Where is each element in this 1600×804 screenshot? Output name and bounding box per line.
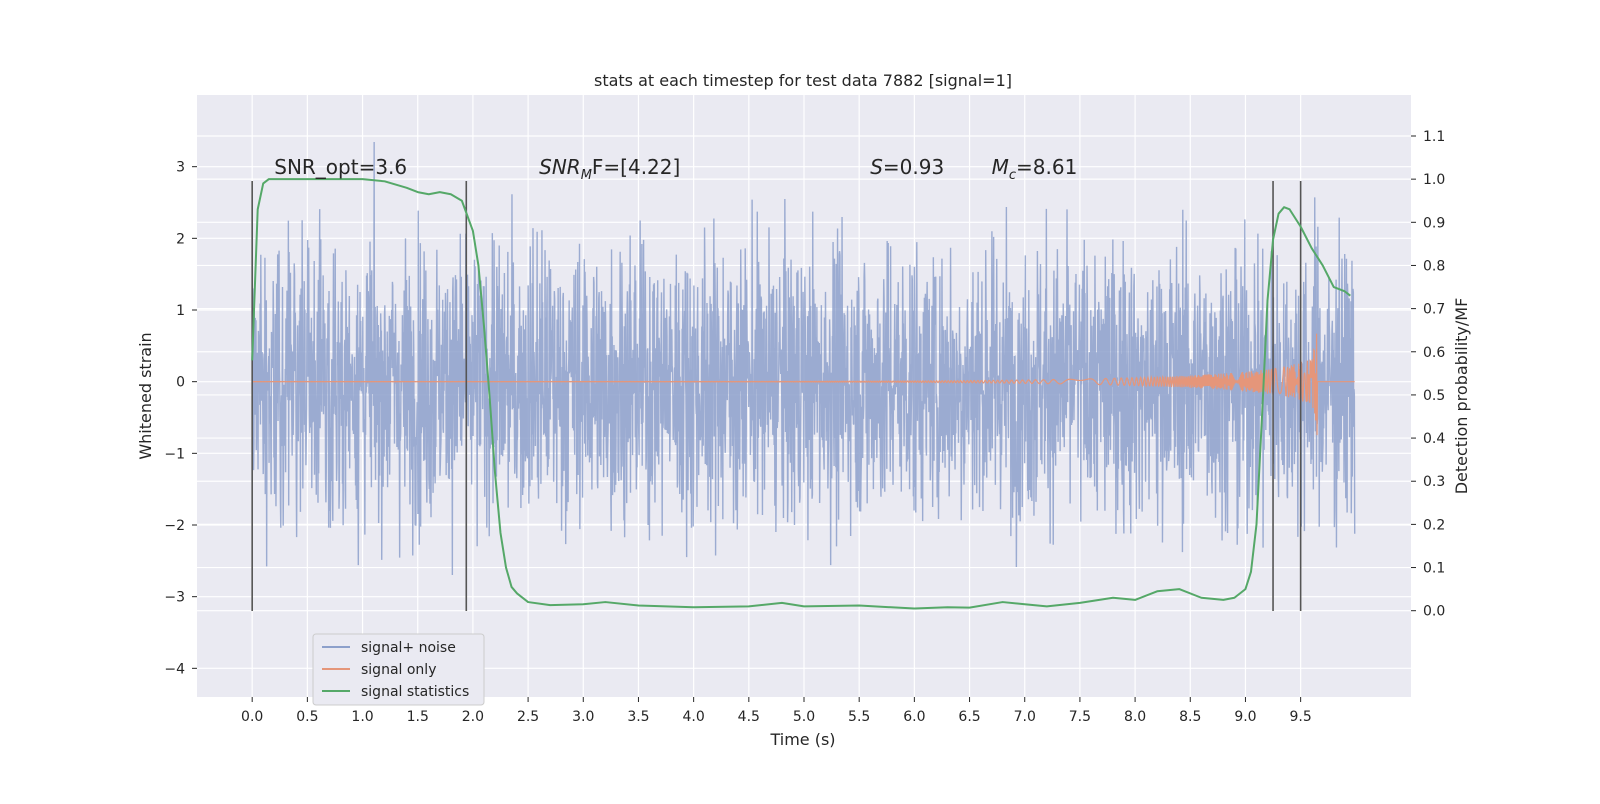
- x-tick-label: 7.0: [1014, 709, 1036, 725]
- signal-statistics-series: [251, 178, 1351, 610]
- y-tick-label: −3: [164, 590, 185, 606]
- x-tick-label: 1.5: [407, 709, 429, 725]
- y-tick-label: 3: [176, 160, 185, 176]
- y-tick-label: −2: [164, 518, 185, 534]
- x-tick-label: 8.5: [1179, 709, 1201, 725]
- y2-ticks: 0.0 0.1 0.2 0.3 0.4 0.5 0.6 0.7 0.8 0.9 1.0 1.1: [1411, 129, 1445, 620]
- x-tick-label: 6.5: [958, 709, 980, 725]
- y2-tick-label: 1.1: [1423, 129, 1445, 145]
- legend: signal+ noise signal only signal statist…: [312, 633, 485, 706]
- x-tick-label: 9.0: [1234, 709, 1256, 725]
- x-tick-label: 0.0: [241, 709, 263, 725]
- y2-tick-label: 0.7: [1423, 302, 1445, 318]
- x-tick-label: 8.0: [1124, 709, 1146, 725]
- y2-tick-label: 0.0: [1423, 604, 1445, 620]
- x-ticks: 0.0 0.5 1.0 1.5 2.0 2.5 3.0 3.5 4.0 4.5 5.0 5.5 6.0 6…: [241, 697, 1312, 725]
- x-tick-label: 7.5: [1069, 709, 1091, 725]
- x-tick-label: 9.5: [1290, 709, 1312, 725]
- y-ticks: −4 −3 −2 −1 0 1 2 3: [164, 160, 197, 677]
- x-tick-label: 3.5: [627, 709, 649, 725]
- y2-tick-label: 0.2: [1423, 517, 1445, 533]
- signal-only-series: [252, 333, 1355, 436]
- annotation-mc-after: =8.61: [1016, 155, 1077, 179]
- y2-tick-label: 0.3: [1423, 474, 1445, 490]
- x-tick-label: 0.5: [296, 709, 318, 725]
- annotation-snr-opt: SNR_opt=3.6: [274, 155, 407, 179]
- y-tick-label: −1: [164, 446, 185, 462]
- annotation-snr-mf-sub: M: [581, 168, 592, 183]
- y-tick-label: 1: [176, 303, 185, 319]
- y2-tick-label: 1.0: [1423, 172, 1445, 188]
- x-tick-label: 5.5: [848, 709, 870, 725]
- x-tick-label: 3.0: [572, 709, 594, 725]
- annotation-s: S=0.93: [870, 155, 944, 179]
- annotation-snr-mf: SNRMF=[4.22]: [539, 155, 680, 183]
- noise-series: [251, 142, 1356, 575]
- y-tick-label: 0: [176, 375, 185, 391]
- y2-tick-label: 0.8: [1423, 258, 1445, 274]
- x-tick-label: 2.0: [462, 709, 484, 725]
- annotation-mc-prefix: M: [992, 155, 1009, 179]
- y-tick-label: 2: [176, 231, 185, 247]
- annotation-mc-sub: c: [1009, 168, 1016, 183]
- signal-statistics-line: [251, 178, 1351, 610]
- y2-tick-label: 0.4: [1423, 431, 1445, 447]
- legend-label-stats: signal statistics: [361, 684, 469, 700]
- annotation-s-prefix: S: [870, 155, 883, 179]
- legend-box: [312, 633, 485, 706]
- x-tick-label: 1.0: [351, 709, 373, 725]
- y2-tick-label: 0.5: [1423, 388, 1445, 404]
- x-tick-label: 6.0: [903, 709, 925, 725]
- x-tick-label: 4.5: [738, 709, 760, 725]
- y2-tick-label: 0.1: [1423, 561, 1445, 577]
- x-tick-label: 2.5: [517, 709, 539, 725]
- chart-title: stats at each timestep for test data 788…: [594, 71, 1012, 90]
- legend-label-signal: signal only: [361, 662, 436, 678]
- vertical-markers: [251, 181, 1302, 611]
- x-tick-label: 4.0: [683, 709, 705, 725]
- annotations: SNR_opt=3.6 SNRMF=[4.22] S=0.93 Mc=8.61: [274, 155, 1077, 183]
- annotation-snr-mf-after: F=[4.22]: [592, 155, 680, 179]
- y-tick-label: −4: [164, 661, 185, 677]
- y-axis-label: Whitened strain: [136, 332, 155, 459]
- annotation-snr-mf-prefix: SNR: [539, 155, 581, 179]
- noise-line: [251, 142, 1356, 575]
- signal-only-line: [252, 333, 1355, 436]
- annotation-mc: Mc=8.61: [992, 155, 1078, 183]
- y2-tick-label: 0.6: [1423, 345, 1445, 361]
- x-tick-label: 5.0: [793, 709, 815, 725]
- x-axis-label: Time (s): [769, 730, 835, 749]
- legend-label-noise: signal+ noise: [361, 640, 456, 656]
- y2-tick-label: 0.9: [1423, 215, 1445, 231]
- y2-axis-label: Detection probability/MF: [1452, 298, 1471, 495]
- annotation-s-after: =0.93: [883, 155, 944, 179]
